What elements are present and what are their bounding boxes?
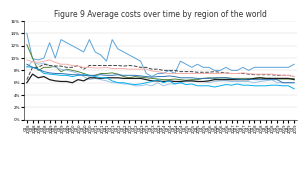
Title: Figure 9 Average costs over time by region of the world: Figure 9 Average costs over time by regi… — [54, 10, 267, 19]
